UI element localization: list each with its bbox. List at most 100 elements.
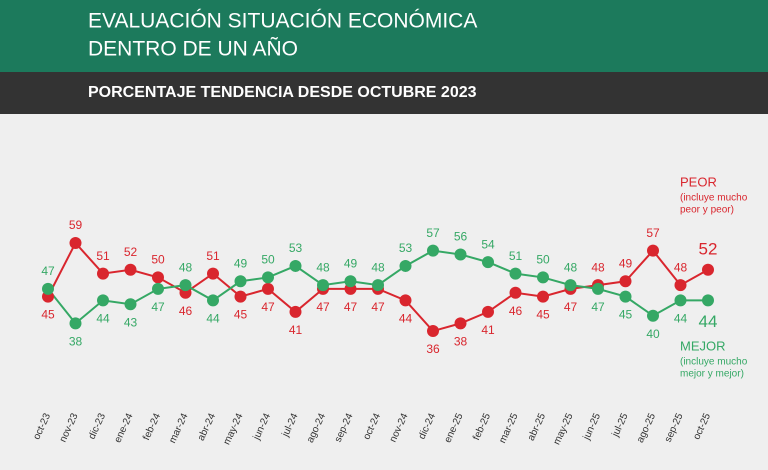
data-label: 40 [646,327,660,341]
point [427,244,439,257]
data-label: 49 [619,256,633,270]
point [454,248,467,261]
legend-label: PEOR [680,174,717,189]
point [69,236,82,249]
data-label: 47 [344,300,358,314]
data-label: 53 [289,241,303,255]
point [564,279,577,292]
data-label: 50 [261,253,275,267]
point [69,317,82,330]
point [674,294,687,307]
point [97,294,109,307]
point [372,279,384,292]
data-label: 52 [124,245,138,259]
legend-note: mejor y mejor) [680,369,744,380]
data-label: 43 [124,315,138,329]
point [702,263,714,276]
data-label: 46 [509,304,523,318]
point [152,271,164,284]
chart-title: EVALUACIÓN SITUACIÓN ECONÓMICA [88,10,477,33]
data-label: 51 [206,249,220,263]
point [42,282,54,295]
data-label: 45 [41,308,55,322]
data-label: 45 [536,308,550,322]
data-label: 44 [674,312,688,326]
point [234,275,247,288]
point [399,259,412,272]
data-label: 44 [699,312,718,331]
point [482,305,494,318]
point [537,271,549,284]
point [207,267,219,280]
data-label: 53 [399,241,413,255]
point [647,309,659,322]
data-label: 44 [96,312,110,326]
data-label: 51 [96,249,110,263]
point [152,282,164,295]
legend-note: (incluye mucho [680,193,748,204]
point [289,305,302,318]
data-label: 38 [454,335,468,349]
legend-note: (incluye mucho [680,357,748,368]
data-label: 54 [481,237,495,251]
point [674,279,687,292]
chart-title: DENTRO DE UN AÑO [88,37,298,61]
data-label: 59 [69,218,83,232]
data-label: 49 [234,256,248,270]
point [509,286,522,299]
data-label: 50 [536,253,550,267]
point [619,275,632,288]
point [234,290,247,303]
point [482,256,494,269]
point [592,282,604,295]
point [207,294,219,307]
data-label: 41 [481,323,495,337]
point [124,298,137,311]
point [647,244,659,257]
chart-subtitle: PORCENTAJE TENDENCIA DESDE OCTUBRE 2023 [88,84,477,101]
point [537,290,549,303]
data-label: 52 [699,239,718,258]
data-label: 47 [591,300,605,314]
header-band [0,0,768,72]
data-label: 47 [316,300,330,314]
data-label: 50 [151,253,165,267]
point [509,267,522,280]
data-label: 36 [426,342,440,356]
data-label: 47 [151,300,165,314]
data-label: 44 [206,312,220,326]
data-label: 56 [454,230,468,244]
data-label: 38 [69,335,83,349]
point [97,267,109,280]
point [454,317,467,330]
point [317,279,329,292]
point [619,290,632,303]
legend-note: peor y peor) [680,205,734,216]
data-label: 48 [179,260,193,274]
data-label: 41 [289,323,303,337]
point [124,263,137,276]
point [427,325,439,338]
data-label: 48 [591,260,605,274]
data-label: 48 [316,260,330,274]
data-label: 45 [234,308,248,322]
data-label: 48 [371,260,385,274]
data-label: 45 [619,308,633,322]
data-label: 49 [344,256,358,270]
data-label: 57 [426,226,440,240]
data-label: 48 [674,260,688,274]
point [344,275,357,288]
data-label: 48 [564,260,578,274]
data-label: 57 [646,226,660,240]
point [702,294,714,307]
data-label: 47 [261,300,275,314]
data-label: 51 [509,249,523,263]
point [262,282,274,295]
point [262,271,274,284]
data-label: 44 [399,312,413,326]
point [179,279,192,292]
subheader-band [0,72,768,114]
data-label: 47 [371,300,385,314]
legend-label: MEJOR [680,338,726,353]
